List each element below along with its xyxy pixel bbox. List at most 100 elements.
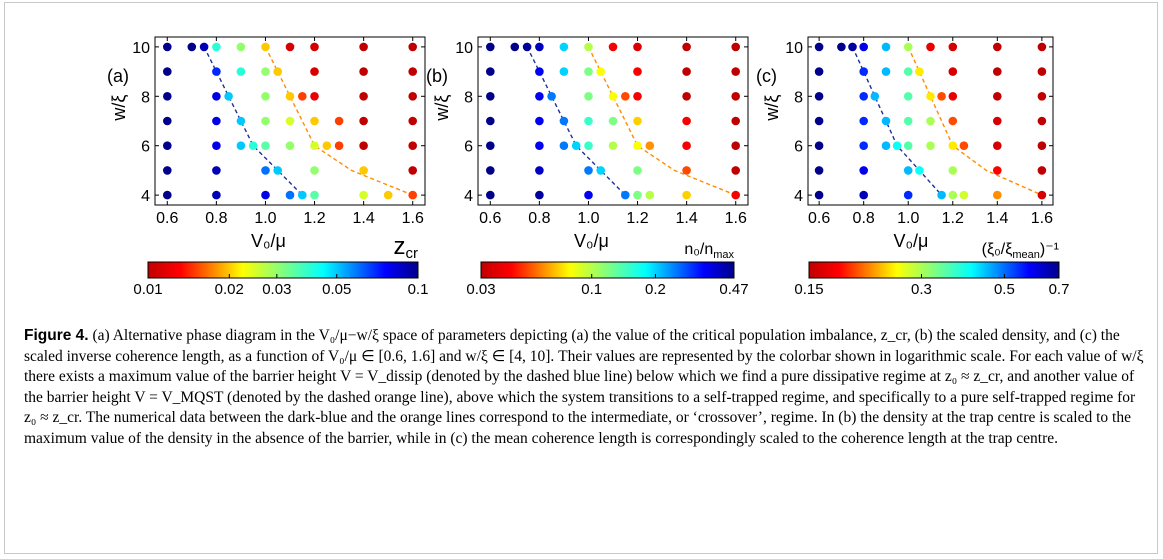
x-tick-label: 0.8	[528, 210, 550, 227]
x-tick-label: 1.6	[725, 210, 747, 227]
data-point	[608, 92, 618, 101]
data-point	[993, 116, 1002, 126]
data-point	[948, 42, 958, 52]
data-point	[510, 42, 520, 52]
data-point	[359, 116, 368, 126]
data-point	[163, 141, 172, 150]
data-point	[621, 92, 630, 101]
data-point	[596, 166, 605, 175]
data-point	[633, 42, 642, 52]
panel-c: 0.6 0.8 1.0 1.2 1.4 1.6 4 6 8 10 V₀/μ w/ξ (c) 0.15 0.3…	[756, 36, 1070, 298]
data-point	[486, 92, 495, 101]
data-point	[559, 67, 569, 76]
y-tick-label: 10	[785, 40, 803, 57]
y-axis-label: w/ξ	[762, 95, 782, 122]
data-point	[322, 141, 332, 150]
data-point	[608, 116, 618, 126]
data-point	[621, 190, 630, 200]
x-tick-label: 1.6	[402, 210, 424, 227]
x-tick-label: 0.6	[479, 210, 501, 227]
data-point	[486, 190, 495, 200]
data-point	[212, 42, 221, 52]
colorbar-tick-label: 0.7	[1049, 281, 1070, 298]
data-point	[559, 141, 569, 150]
data-point	[814, 42, 824, 52]
data-point	[959, 141, 969, 150]
data-point	[310, 116, 319, 126]
data-point	[236, 141, 246, 150]
data-point	[236, 42, 246, 52]
colorbar-tick-label: 0.1	[408, 281, 429, 298]
panel-a: 0.6 0.8 1.0 1.2 1.4 1.6 4 6 8 10 V₀/μ w/ξ (a) 0.01 0.0…	[107, 36, 429, 298]
y-tick-label: 10	[455, 40, 473, 57]
data-point	[1037, 42, 1047, 52]
data-point	[212, 166, 221, 175]
data-point	[285, 92, 295, 101]
data-point	[535, 166, 544, 175]
data-point	[359, 190, 368, 200]
data-point	[584, 116, 593, 126]
data-point	[596, 67, 605, 76]
plot-frame	[807, 36, 1054, 206]
x-tick-label: 1.2	[626, 210, 648, 227]
data-point	[814, 190, 824, 200]
data-point	[261, 166, 270, 175]
data-point	[163, 166, 172, 175]
data-point	[903, 42, 913, 52]
panel-b: 0.6 0.8 1.0 1.2 1.4 1.6 4 6 8 10 V₀/μ w/ξ (b) 0.03 0.1…	[426, 36, 749, 298]
data-point	[848, 42, 857, 52]
data-point	[859, 141, 868, 150]
data-point	[535, 92, 544, 101]
data-point	[285, 42, 295, 52]
data-point	[959, 190, 969, 200]
y-tick-label: 6	[794, 139, 803, 156]
data-point	[731, 116, 740, 126]
colorbar-tick-label: 0.01	[133, 281, 162, 298]
colorbar-tick-label: 0.5	[994, 281, 1015, 298]
data-point	[486, 67, 495, 76]
data-point	[633, 92, 642, 101]
data-point	[903, 92, 913, 101]
data-point	[273, 67, 283, 76]
panel-label: (a)	[107, 66, 129, 86]
data-point	[199, 42, 209, 52]
data-point	[163, 67, 172, 76]
y-tick-label: 6	[464, 139, 473, 156]
data-point	[359, 42, 368, 52]
data-point	[881, 116, 891, 126]
mqst-dashed-line	[264, 46, 413, 196]
data-point	[584, 92, 593, 101]
data-point	[1037, 92, 1047, 101]
data-point	[584, 67, 593, 76]
data-point	[948, 190, 958, 200]
data-point	[731, 166, 740, 175]
data-point	[881, 141, 891, 150]
data-point	[926, 116, 935, 126]
data-point	[535, 190, 544, 200]
data-point	[408, 67, 418, 76]
data-point	[731, 92, 740, 101]
data-point	[383, 190, 393, 200]
y-axis-label: w/ξ	[109, 95, 129, 122]
data-point	[310, 141, 319, 150]
data-point	[993, 92, 1002, 101]
x-tick-label: 1.2	[942, 210, 964, 227]
data-point	[903, 166, 913, 175]
data-point	[892, 141, 902, 150]
colorbar-tick-label: 0.02	[215, 281, 244, 298]
data-point	[408, 116, 418, 126]
x-tick-label: 1.2	[303, 210, 325, 227]
y-tick-label: 4	[794, 188, 803, 205]
colorbar-tick-label: 0.2	[645, 281, 666, 298]
data-point	[408, 190, 418, 200]
y-tick-label: 4	[141, 188, 150, 205]
colorbar-tick-label: 0.03	[466, 281, 495, 298]
data-point	[859, 92, 868, 101]
data-point	[859, 116, 868, 126]
data-point	[633, 141, 642, 150]
y-axis-label: w/ξ	[432, 95, 452, 122]
data-point	[731, 42, 740, 52]
x-tick-label: 1.4	[353, 210, 375, 227]
data-point	[682, 116, 691, 126]
data-point	[837, 42, 846, 52]
